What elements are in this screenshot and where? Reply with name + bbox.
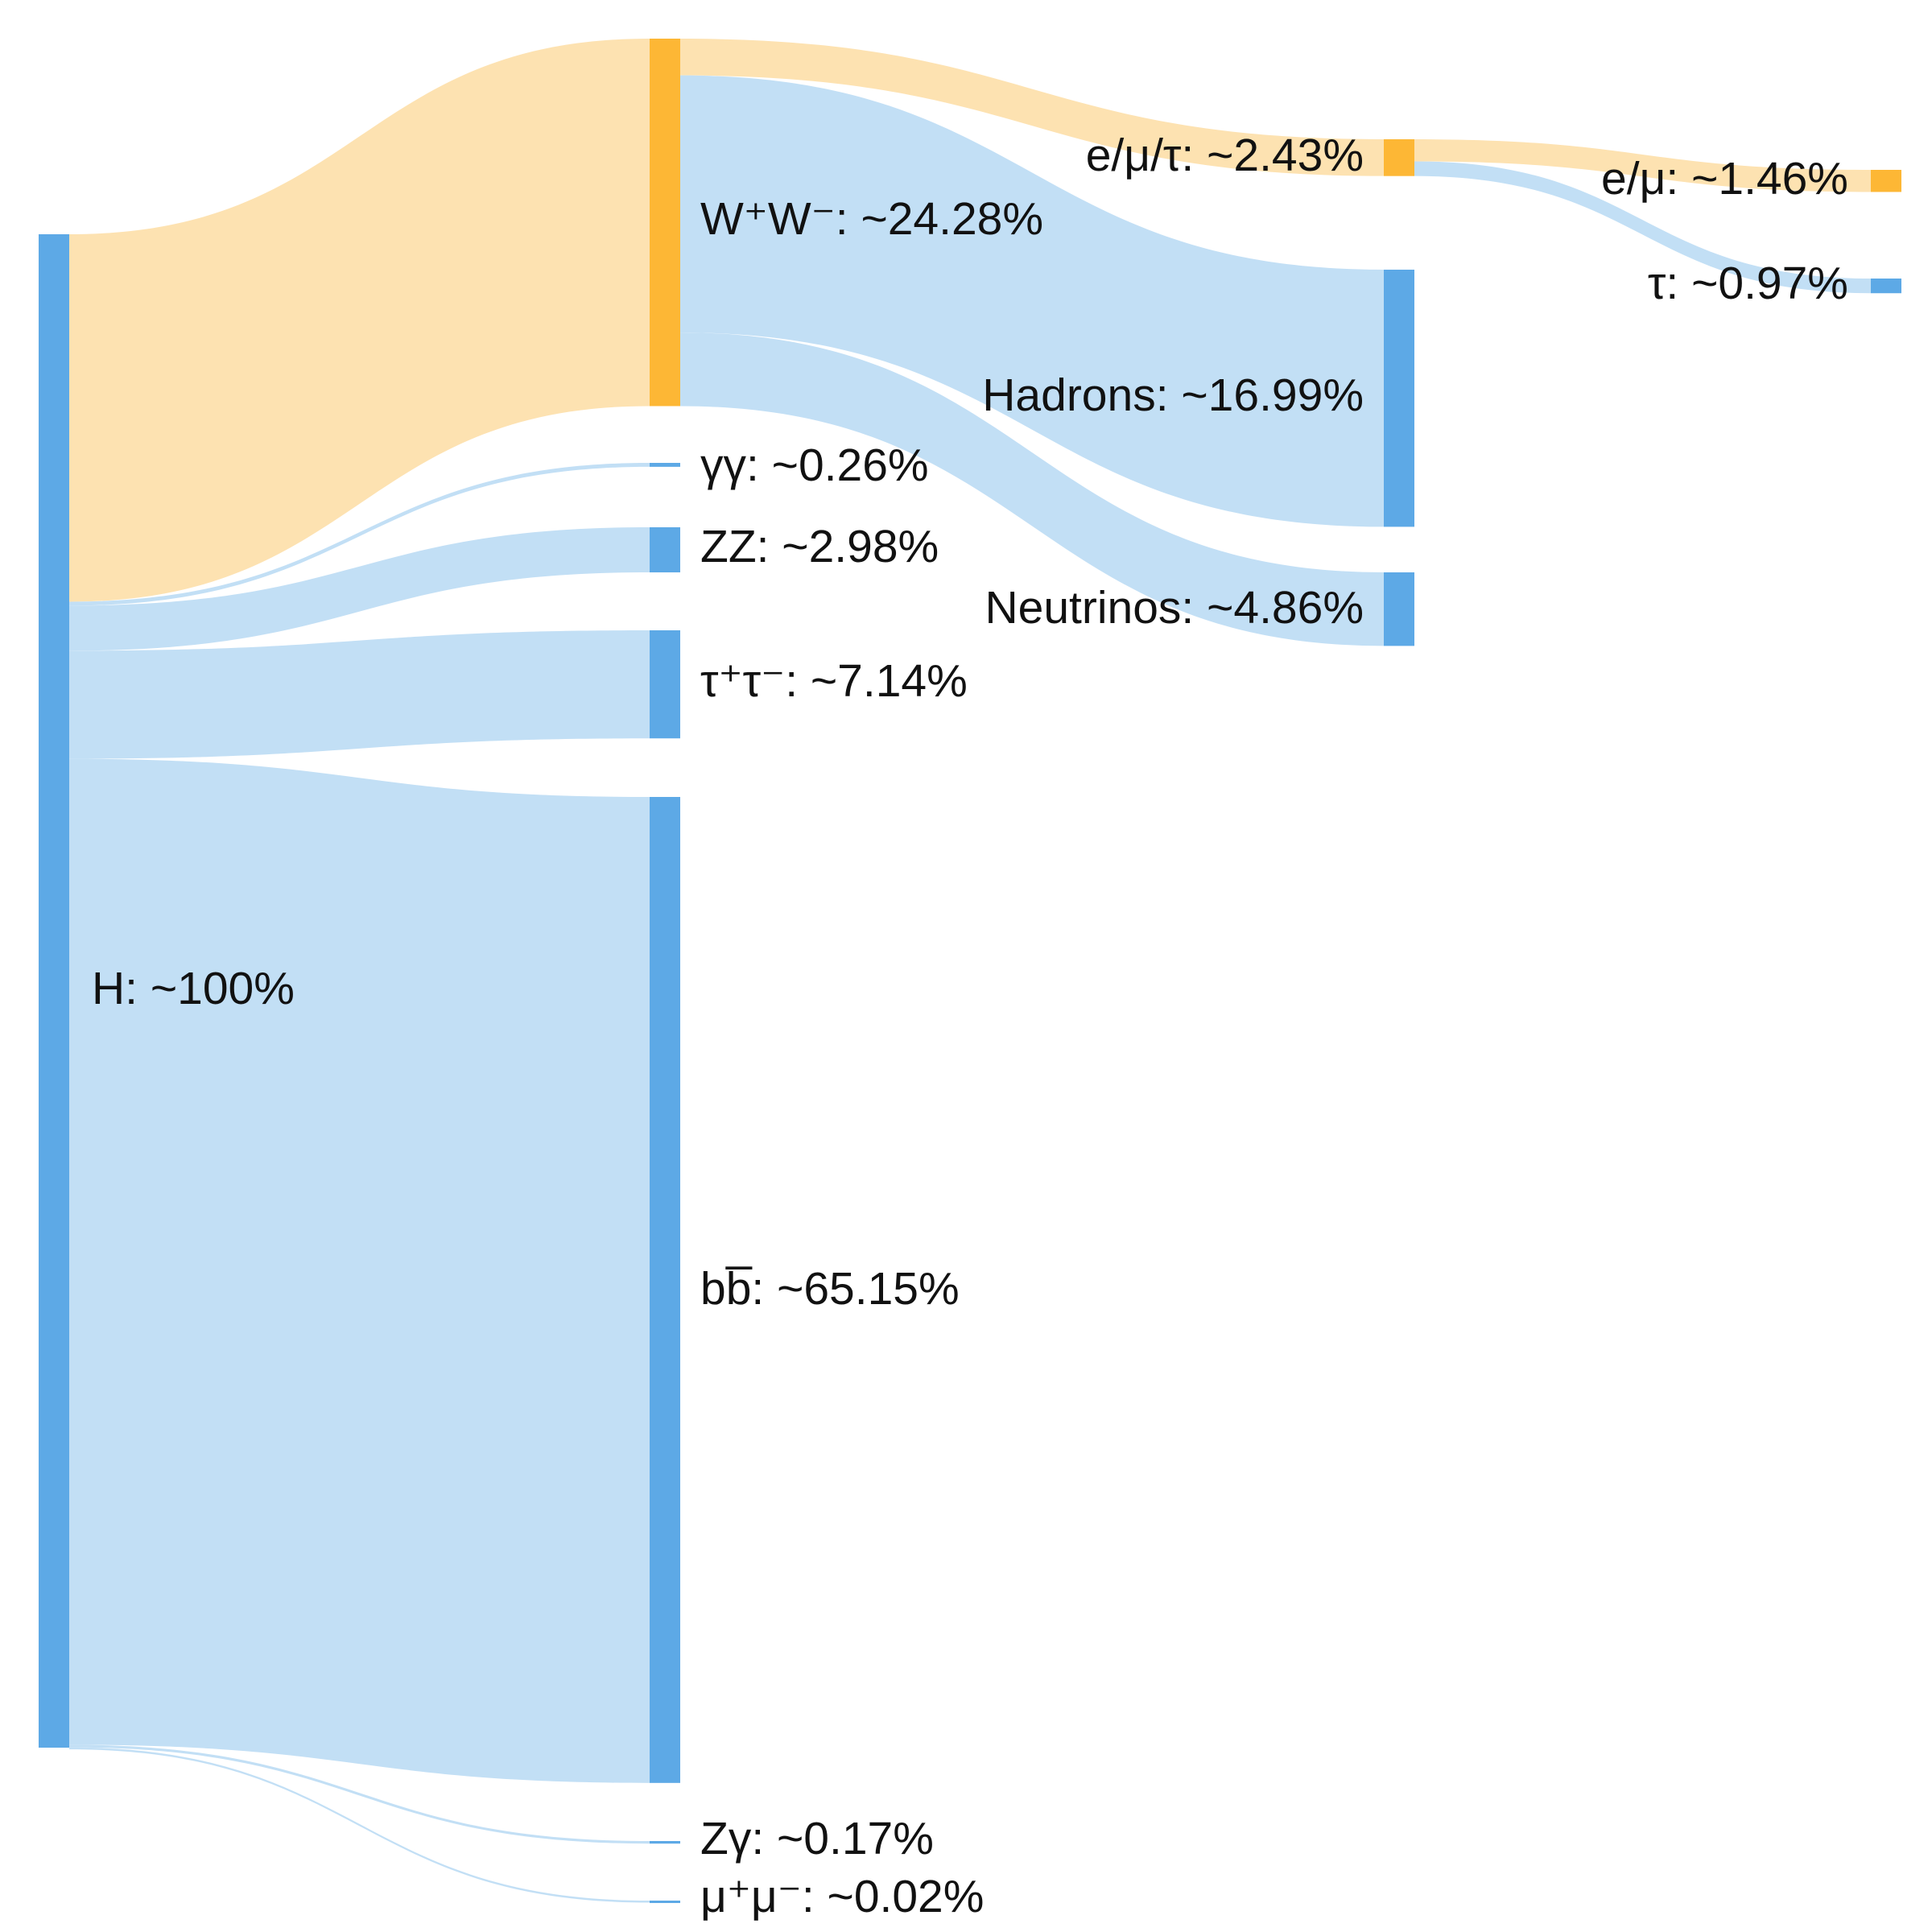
node-WW (650, 39, 680, 407)
link-lep-to-emu (1414, 139, 1871, 192)
node-label-WW: W⁺W⁻: ~24.28% (700, 193, 1043, 245)
node-label-emu: e/μ: ~1.46% (1601, 153, 1848, 204)
node-emu (1871, 170, 1901, 192)
node-label-nu: Neutrinos: ~4.86% (985, 582, 1364, 634)
node-label-gg: γγ: ~0.26% (700, 440, 929, 491)
link-H-to-tautau (69, 630, 650, 759)
node-tautau (650, 630, 680, 739)
link-H-to-mumu (69, 1747, 650, 1903)
node-bb (650, 797, 680, 1783)
link-H-to-ZZ (69, 527, 650, 651)
node-lep (1384, 139, 1414, 176)
link-H-to-gg (69, 463, 650, 606)
node-gg (650, 463, 680, 467)
node-label-H: H: ~100% (92, 963, 295, 1014)
sankey-links (69, 39, 1871, 1903)
node-H (39, 234, 69, 1748)
node-label-ZZ: ZZ: ~2.98% (700, 521, 939, 572)
link-lep-to-tau (1414, 161, 1871, 294)
sankey-labels: H: ~100% W⁺W⁻: ~24.28% γγ: ~0.26% ZZ: ~2.98… (92, 130, 1848, 1922)
link-H-to-WW (69, 39, 650, 602)
node-tau (1871, 279, 1901, 294)
link-H-to-bb (69, 758, 650, 1783)
node-label-lep: e/μ/τ: ~2.43% (1086, 130, 1364, 181)
link-WW-to-nu (680, 332, 1384, 646)
link-WW-to-lep (680, 39, 1384, 176)
node-label-mumu: μ⁺μ⁻: ~0.02% (700, 1871, 984, 1922)
node-label-tautau: τ⁺τ⁻: ~7.14% (700, 655, 968, 707)
sankey-nodes (39, 39, 1901, 1903)
link-WW-to-had (680, 75, 1384, 527)
link-H-to-Zg (69, 1744, 650, 1844)
node-label-bb: bb̅: ~65.15% (700, 1263, 960, 1315)
node-label-tau: τ: ~0.97% (1648, 258, 1848, 309)
node-had (1384, 270, 1414, 527)
node-ZZ (650, 527, 680, 573)
node-label-had: Hadrons: ~16.99% (982, 369, 1364, 421)
node-Zg (650, 1841, 680, 1844)
node-mumu (650, 1901, 680, 1903)
node-label-Zg: Zγ: ~0.17% (700, 1813, 934, 1864)
node-nu (1384, 572, 1414, 646)
